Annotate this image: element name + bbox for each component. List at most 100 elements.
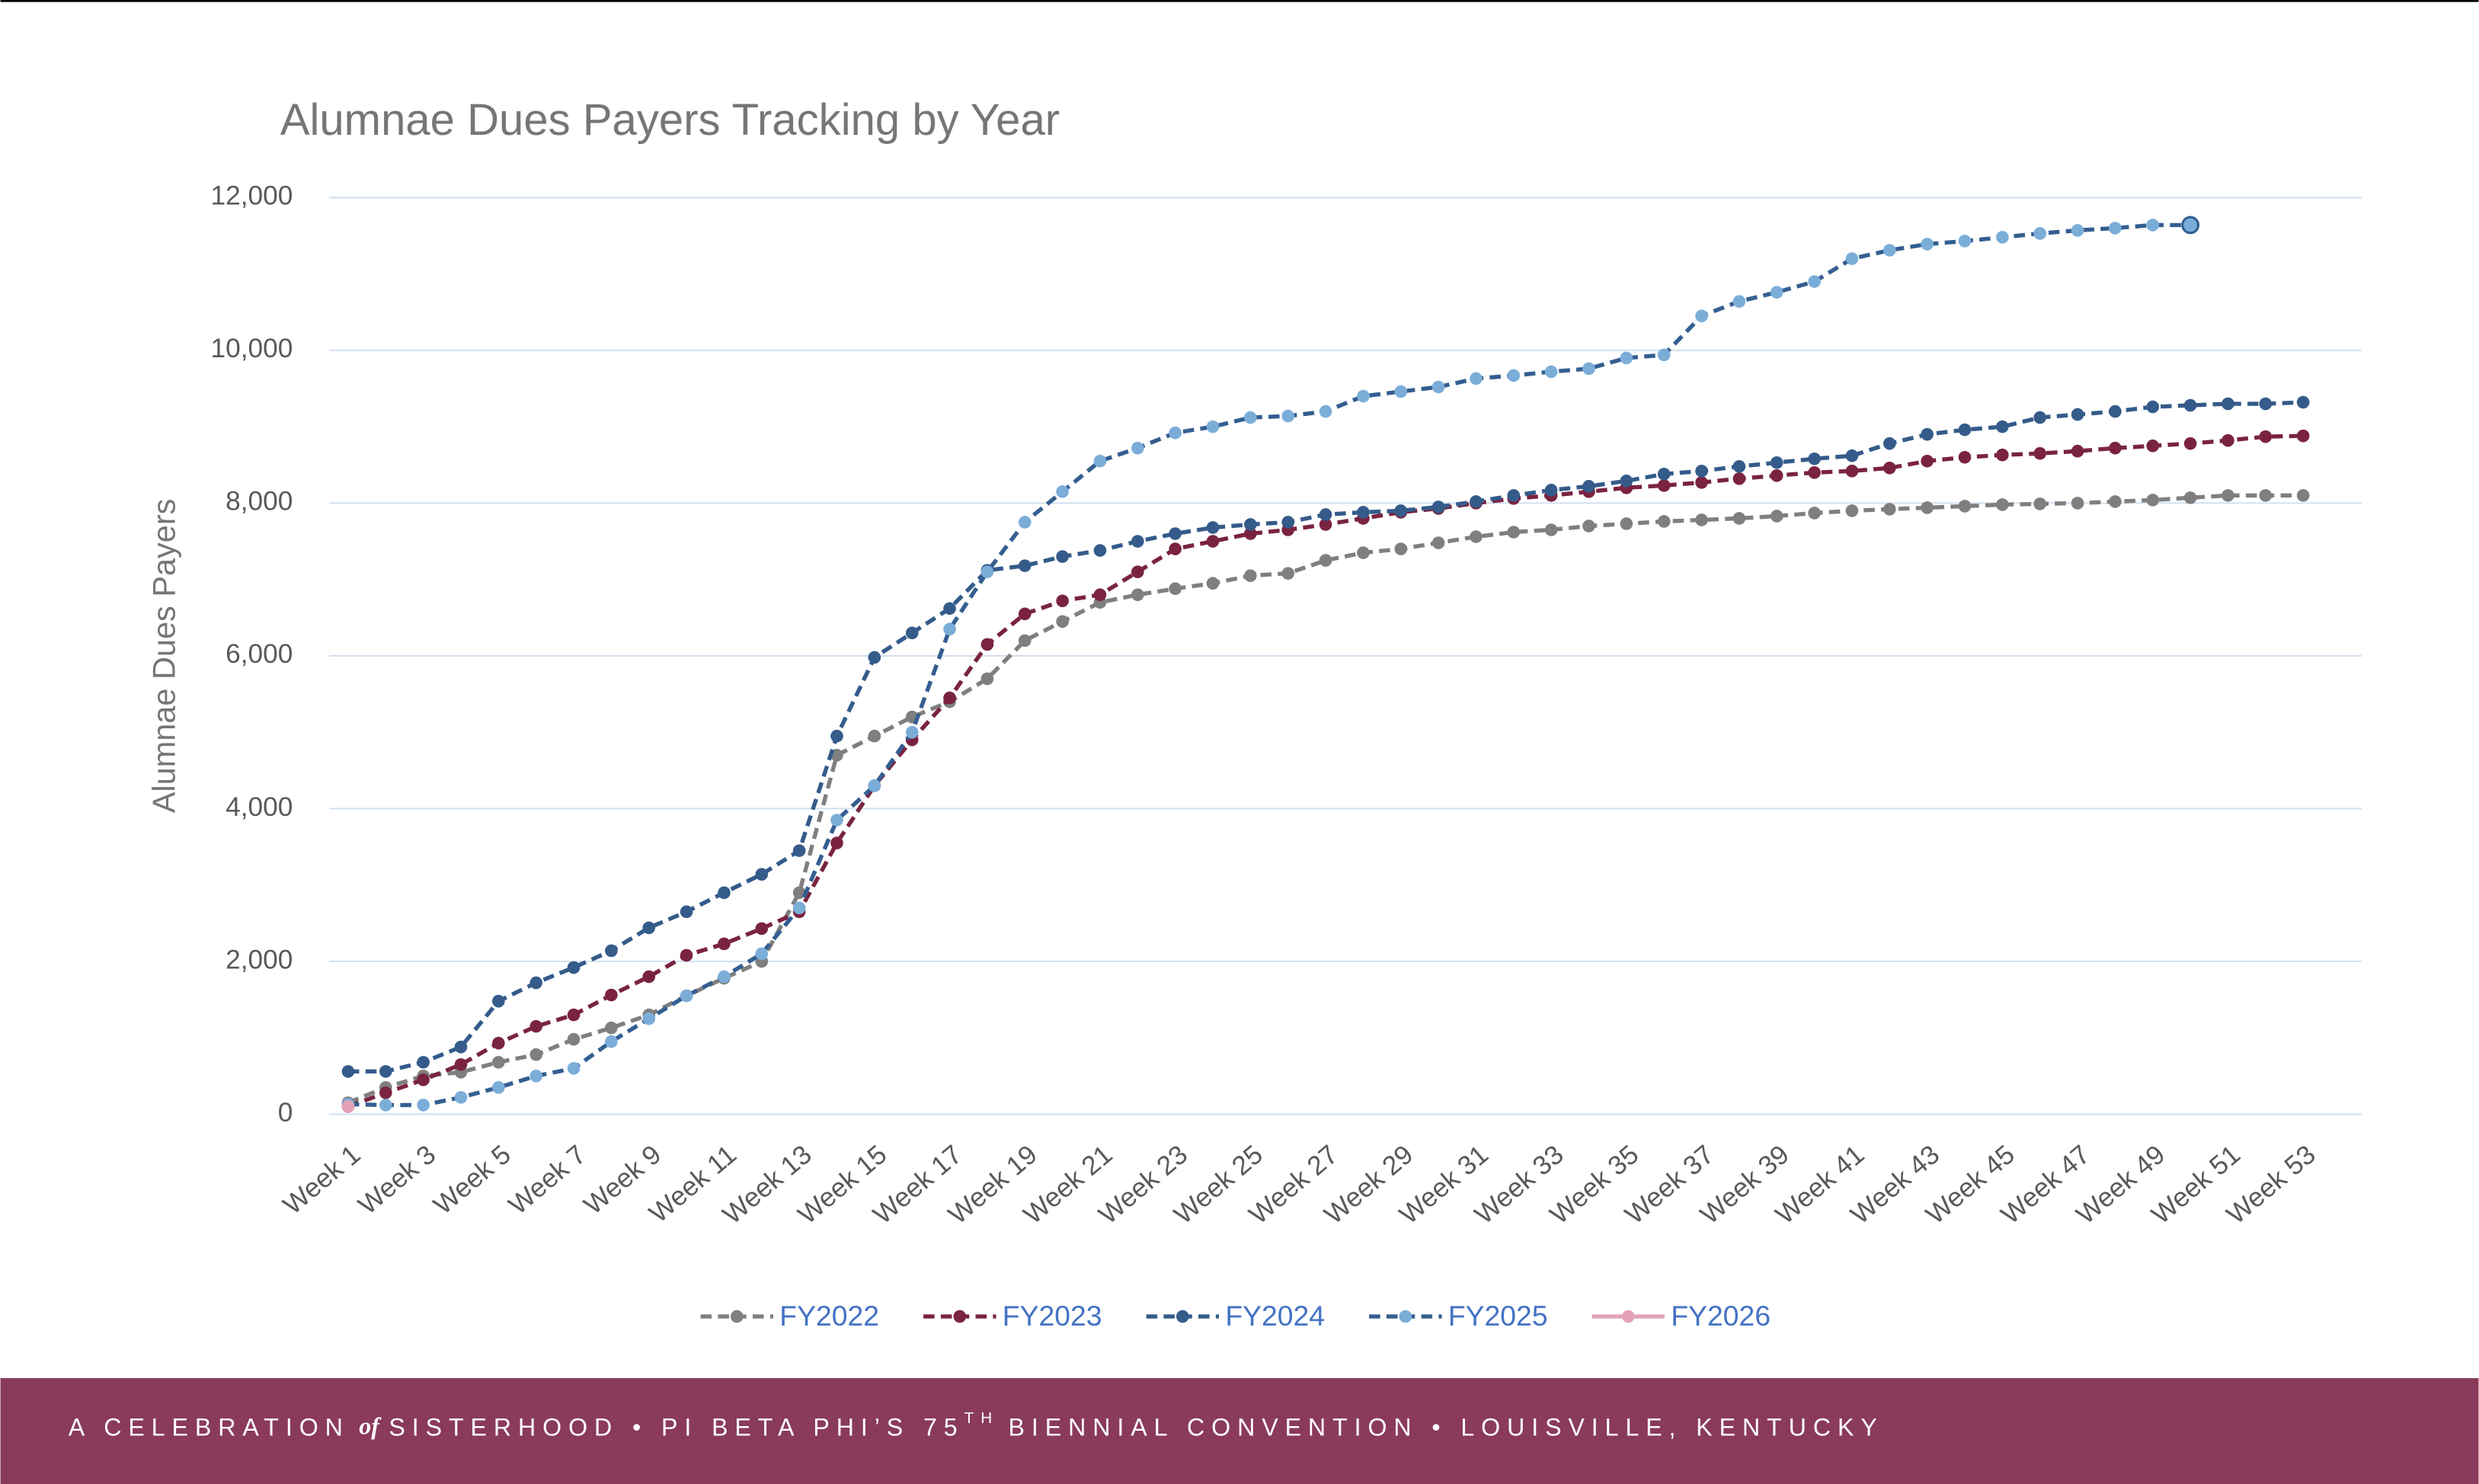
data-point: [1732, 512, 1746, 525]
data-point: [2033, 411, 2047, 424]
data-point: [1808, 275, 1821, 288]
data-point: [1996, 420, 2009, 433]
data-point: [1921, 501, 1934, 514]
data-point: [1470, 530, 1483, 543]
data-point: [1958, 235, 1972, 248]
data-point: [1921, 427, 1934, 441]
footer-mid: SISTERHOOD • PI BETA PHI’S 75: [389, 1413, 964, 1441]
data-point: [868, 779, 881, 792]
y-tick-label: 8,000: [226, 487, 293, 517]
data-point: [980, 565, 994, 578]
data-point: [2181, 216, 2200, 235]
legend-label: FY2024: [1225, 1300, 1325, 1332]
y-axis-label: Alumnae Dues Payers: [146, 499, 181, 814]
data-point: [2183, 437, 2197, 450]
data-point: [567, 961, 581, 974]
data-point: [529, 1019, 543, 1033]
data-point: [1281, 567, 1295, 580]
data-point: [1357, 546, 1370, 559]
data-point: [1056, 615, 1069, 628]
chart-title: Alumnae Dues Payers Tracking by Year: [280, 95, 1060, 145]
legend-marker: [953, 1310, 967, 1323]
data-point: [529, 1070, 543, 1083]
data-point: [830, 814, 843, 827]
data-point: [2033, 446, 2047, 460]
data-point: [1018, 634, 1032, 648]
data-point: [1056, 594, 1069, 608]
data-point: [1319, 508, 1332, 521]
data-point: [1732, 459, 1746, 473]
data-point: [1169, 582, 1182, 595]
data-point: [1996, 498, 2009, 511]
data-point: [680, 989, 693, 1003]
data-point: [755, 947, 769, 961]
data-point: [492, 1056, 505, 1069]
data-point: [2222, 397, 2234, 411]
data-point: [905, 725, 919, 739]
data-point: [1845, 449, 1859, 462]
data-point: [2071, 408, 2084, 421]
data-point: [1808, 465, 1821, 479]
data-point: [2146, 494, 2160, 507]
data-point: [1732, 472, 1746, 485]
data-point: [1808, 452, 1821, 465]
x-tick-label: Week 5: [428, 1140, 517, 1220]
data-point: [792, 844, 806, 857]
data-point: [680, 948, 693, 962]
data-point: [642, 921, 656, 935]
data-point: [492, 1081, 505, 1094]
data-point: [718, 937, 731, 951]
data-point: [2033, 497, 2047, 510]
y-tick-label: 10,000: [211, 334, 293, 363]
data-point: [1883, 461, 1896, 475]
series-line: [347, 493, 2304, 1105]
data-point: [980, 638, 994, 651]
data-point: [2071, 224, 2084, 237]
data-point: [1281, 409, 1295, 423]
data-point: [379, 1099, 392, 1111]
data-point: [1845, 504, 1859, 517]
data-point: [1883, 437, 1896, 450]
data-point: [1883, 503, 1896, 516]
data-point: [1582, 520, 1595, 533]
data-point: [1131, 441, 1144, 455]
data-point: [830, 729, 843, 743]
footer-post: BIENNIAL CONVENTION • LOUISVILLE, KENTUC…: [1009, 1413, 1884, 1441]
data-point: [1695, 513, 1708, 526]
data-point: [755, 922, 769, 935]
footer-pre: A CELEBRATION: [69, 1413, 350, 1441]
data-point: [605, 988, 618, 1002]
data-point: [1093, 588, 1107, 602]
data-point: [2183, 491, 2197, 504]
data-point: [1319, 405, 1332, 418]
data-point: [1244, 527, 1257, 540]
legend: FY2022 FY2023 FY2024 FY2025 FY2026: [700, 1300, 1770, 1332]
data-point: [1582, 362, 1595, 376]
legend-marker: [1399, 1310, 1412, 1323]
data-point: [1770, 510, 1783, 523]
data-point: [1244, 518, 1257, 531]
data-point: [2109, 405, 2122, 418]
data-point: [1695, 464, 1708, 478]
data-point: [379, 1086, 392, 1099]
data-point: [1244, 569, 1257, 582]
data-point: [567, 1032, 581, 1046]
data-point: [2071, 444, 2084, 458]
data-point: [1206, 535, 1220, 548]
data-point: [1657, 467, 1671, 481]
data-point: [529, 1048, 543, 1061]
y-tick-label: 6,000: [226, 639, 293, 669]
data-point: [1131, 565, 1144, 578]
data-point: [1808, 507, 1821, 520]
data-point: [379, 1065, 392, 1078]
data-point: [1319, 518, 1332, 531]
data-point: [567, 1062, 581, 1075]
data-point: [1431, 536, 1445, 549]
data-point: [1394, 504, 1408, 517]
data-point: [1357, 389, 1370, 403]
x-tick-label: Week 7: [504, 1140, 592, 1220]
data-point: [1996, 448, 2009, 462]
data-point: [1883, 244, 1896, 257]
data-point: [605, 1035, 618, 1048]
